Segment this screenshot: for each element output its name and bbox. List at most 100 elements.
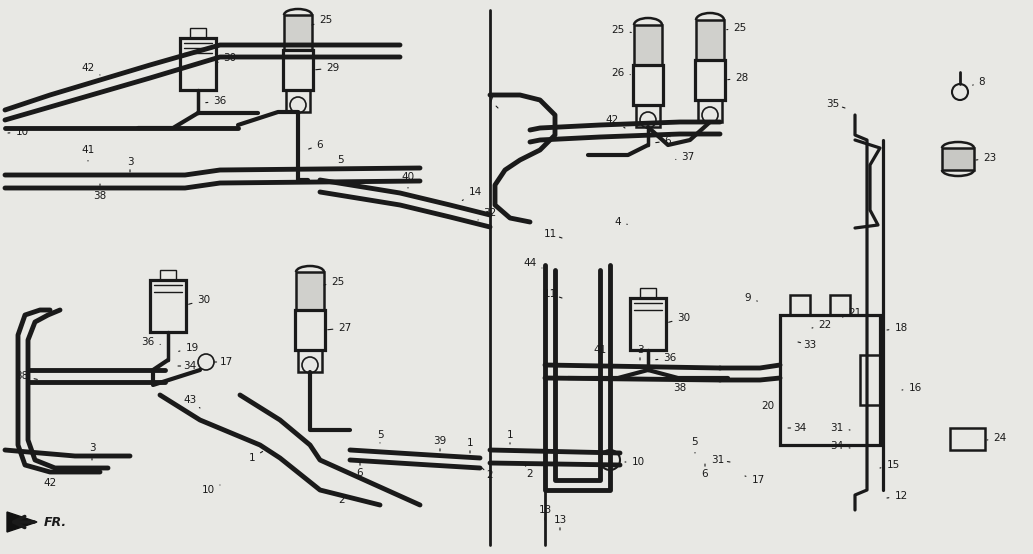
Text: 32: 32 [478, 208, 497, 220]
Text: 3: 3 [127, 157, 133, 172]
Bar [695, 60, 725, 100]
Text: 30: 30 [216, 53, 237, 63]
Text: 38: 38 [15, 371, 37, 381]
Bar [640, 288, 656, 298]
Text: 2: 2 [525, 465, 533, 479]
Text: 21: 21 [843, 308, 862, 318]
Text: 29: 29 [316, 63, 340, 73]
Bar [790, 295, 810, 315]
Text: 13: 13 [538, 505, 552, 520]
Bar [150, 280, 186, 332]
Text: 34: 34 [178, 361, 196, 371]
Text: 40: 40 [402, 172, 414, 188]
Bar [860, 355, 880, 405]
Bar [190, 28, 206, 38]
Text: 9: 9 [745, 293, 757, 303]
Text: 5: 5 [692, 437, 698, 453]
Bar [286, 90, 310, 112]
Text: 6: 6 [701, 464, 709, 479]
Text: 36: 36 [142, 337, 160, 347]
Text: 20: 20 [761, 401, 780, 411]
Text: 43: 43 [184, 395, 200, 408]
Text: 39: 39 [434, 436, 446, 451]
Bar [630, 298, 666, 350]
Text: 10: 10 [8, 127, 29, 137]
Text: 10: 10 [625, 457, 645, 467]
Text: 3: 3 [89, 443, 95, 460]
Text: 41: 41 [82, 145, 95, 161]
Text: 1: 1 [507, 430, 513, 444]
Bar [634, 25, 662, 65]
Text: 38: 38 [93, 184, 106, 201]
Text: 25: 25 [612, 25, 631, 35]
Bar [180, 38, 216, 90]
Bar [698, 100, 722, 122]
Text: 15: 15 [880, 460, 900, 470]
Text: 3: 3 [636, 345, 644, 360]
Text: 13: 13 [554, 515, 567, 530]
Text: 36: 36 [206, 96, 226, 106]
Text: 17: 17 [214, 357, 232, 367]
Bar [296, 272, 324, 310]
Text: 30: 30 [189, 295, 211, 305]
Text: 2: 2 [333, 494, 345, 505]
Text: FR.: FR. [44, 516, 67, 529]
Text: 31: 31 [831, 423, 850, 433]
Text: 14: 14 [463, 187, 481, 201]
Text: 38: 38 [674, 378, 687, 393]
Text: 28: 28 [728, 73, 749, 83]
Bar [636, 105, 660, 127]
Text: 7: 7 [487, 95, 498, 108]
Polygon shape [7, 512, 37, 532]
Text: 2: 2 [482, 468, 494, 480]
Text: 33: 33 [799, 340, 817, 350]
Text: 25: 25 [312, 15, 333, 25]
Text: 42: 42 [43, 472, 60, 488]
Text: 36: 36 [656, 353, 677, 363]
Text: 25: 25 [324, 277, 345, 287]
Text: 8: 8 [973, 77, 985, 87]
Text: 42: 42 [82, 63, 100, 75]
Bar [298, 350, 322, 372]
Text: 42: 42 [605, 115, 625, 128]
Text: 5: 5 [377, 430, 383, 443]
Text: 10: 10 [201, 485, 220, 495]
Text: 17: 17 [745, 475, 764, 485]
Text: 44: 44 [524, 258, 542, 268]
Text: 37: 37 [676, 152, 694, 162]
Text: 1: 1 [249, 452, 262, 463]
Bar [780, 315, 880, 445]
Text: 18: 18 [887, 323, 908, 333]
Text: 25: 25 [727, 23, 747, 33]
Text: 23: 23 [976, 153, 997, 163]
Bar [950, 428, 985, 450]
Text: 19: 19 [179, 343, 198, 353]
Text: 12: 12 [887, 491, 908, 501]
Text: 35: 35 [826, 99, 845, 109]
Text: 11: 11 [543, 229, 562, 239]
Bar [295, 310, 325, 350]
Text: 16: 16 [902, 383, 921, 393]
Text: 5: 5 [337, 155, 343, 170]
Bar [942, 148, 974, 170]
Text: 24: 24 [987, 433, 1006, 443]
Text: 27: 27 [327, 323, 351, 333]
Bar [160, 270, 176, 280]
Text: 6: 6 [656, 136, 671, 146]
Text: 6: 6 [356, 463, 364, 478]
Text: 22: 22 [812, 320, 832, 330]
Text: 34: 34 [831, 441, 850, 451]
Text: 4: 4 [615, 217, 627, 227]
Bar [633, 65, 663, 105]
Bar [283, 50, 313, 90]
Bar [829, 295, 850, 315]
Bar [696, 20, 724, 60]
Text: 31: 31 [712, 455, 730, 465]
Text: 11: 11 [543, 289, 562, 299]
Text: 26: 26 [612, 68, 630, 78]
Text: 6: 6 [309, 140, 323, 150]
Text: 41: 41 [593, 345, 606, 358]
Text: 1: 1 [467, 438, 473, 453]
Text: 34: 34 [788, 423, 807, 433]
Text: 30: 30 [668, 313, 691, 323]
